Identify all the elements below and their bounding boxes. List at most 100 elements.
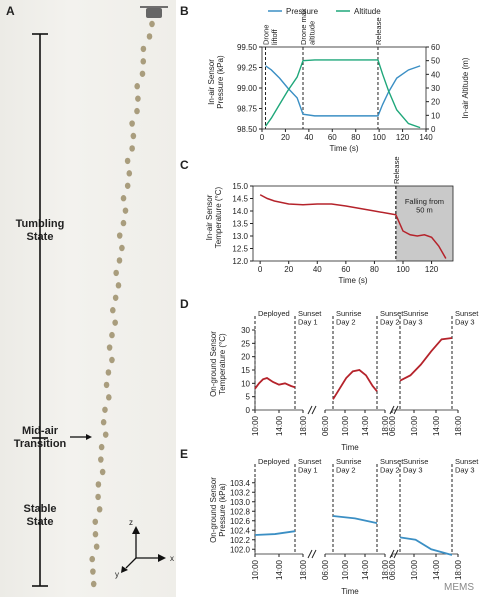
event-label: Deployed — [258, 309, 290, 318]
y-axis-line — [125, 557, 137, 569]
x-tick-label: 0 — [258, 265, 263, 274]
falling-sensor-dot — [139, 70, 146, 77]
drone-icon — [146, 8, 162, 18]
watermark-text: MEMS — [444, 582, 474, 593]
drone-drop-photo — [0, 0, 176, 597]
y-tick-label: 5 — [246, 393, 251, 402]
y-axis-title: On-ground SensorPressure (kPa) — [209, 477, 227, 543]
panel-letter-a: A — [6, 4, 15, 18]
event-label: Sunset Day 1 — [298, 309, 322, 326]
event-label: Drone maxaltitude — [299, 8, 316, 45]
y2-tick-label: 0 — [431, 125, 436, 134]
falling-sensor-dot — [99, 468, 106, 476]
y-tick-label: 20 — [241, 353, 250, 362]
y-axis-title: On-ground SensorTemperature (°C) — [209, 331, 227, 397]
x-tick-label: 10:00 — [341, 559, 350, 580]
falling-sensor-dot — [129, 120, 135, 127]
falling-sensor-dot — [146, 33, 153, 40]
y-tick-label: 15 — [241, 366, 250, 375]
x-axis-title: Time (s) — [329, 144, 358, 153]
x-tick-label: 14:00 — [432, 415, 441, 436]
falling-sensor-dot — [100, 419, 107, 426]
x-tick-label: 14:00 — [432, 559, 441, 580]
falling-sensor-dot — [140, 58, 147, 65]
falling-sensor-dot — [120, 195, 127, 202]
event-label: Sunrise Day 2 — [336, 457, 361, 474]
x-tick-label: 18:00 — [381, 415, 390, 436]
y-tick-label: 12.0 — [232, 257, 248, 266]
x-tick-label: 120 — [396, 133, 410, 142]
x-tick-label: 40 — [304, 133, 313, 142]
y-tick-label: 102.6 — [230, 517, 251, 526]
panel-letter-c: C — [180, 158, 189, 172]
event-label: Sunset Day 3 — [455, 309, 479, 326]
x-axis-title: Time — [341, 443, 359, 452]
falling-sensor-dot — [122, 207, 129, 214]
y-tick-label: 102.0 — [230, 545, 251, 554]
y-tick-label: 25 — [241, 339, 250, 348]
event-label: Sunrise Day 3 — [403, 309, 428, 326]
event-label: Sunset Day 1 — [298, 457, 322, 474]
axis-break — [311, 549, 317, 559]
falling-sensor-dot — [124, 157, 131, 165]
x-tick-label: 10:00 — [410, 559, 419, 580]
x-tick-label: 10:00 — [341, 415, 350, 436]
event-label: Deployed — [258, 457, 290, 466]
x-axis-head — [158, 554, 166, 562]
pressure-line — [265, 65, 421, 117]
altitude-line — [264, 59, 421, 129]
panel-e-series-line — [254, 530, 296, 536]
x-tick-label: 10:00 — [410, 415, 419, 436]
legend-pressure-label: Pressure — [286, 7, 319, 16]
y-tick-label: 30 — [241, 326, 250, 335]
y-tick-label: 14.5 — [232, 195, 248, 204]
x-tick-label: 18:00 — [299, 559, 308, 580]
y2-tick-label: 30 — [431, 84, 440, 93]
falling-sensor-dot — [96, 506, 103, 513]
y-tick-label: 103.2 — [230, 488, 251, 497]
y-tick-label: 98.50 — [237, 125, 258, 134]
y-tick-label: 13.5 — [232, 220, 248, 229]
x-tick-label: 10:00 — [251, 415, 260, 436]
falling-sensor-dot — [95, 493, 101, 501]
x-tick-label: 14:00 — [275, 559, 284, 580]
falling-sensor-dot — [102, 406, 108, 413]
falling-sensor-dot — [129, 145, 135, 152]
event-label: Sunrise Day 3 — [403, 457, 428, 474]
x-tick-label: 40 — [313, 265, 322, 274]
y-tick-label: 99.50 — [237, 43, 258, 52]
y-tick-label: 103.4 — [230, 479, 251, 488]
y-tick-label: 102.8 — [230, 507, 251, 516]
event-label: Sunset Day 2 — [380, 457, 404, 474]
falling-sensor-dot — [113, 269, 119, 277]
y2-tick-label: 60 — [431, 43, 440, 52]
panel-d-series-line — [332, 369, 378, 400]
x-tick-label: 80 — [351, 133, 360, 142]
y2-axis-title: In-air Altitude (m) — [461, 57, 470, 118]
falling-sensor-dot — [130, 132, 137, 140]
x-tick-label: 18:00 — [299, 415, 308, 436]
y-tick-label: 102.4 — [230, 526, 251, 535]
x-tick-label: 06:00 — [388, 559, 397, 580]
falling-sensor-dot — [124, 182, 131, 189]
y-tick-label: 99.25 — [237, 64, 258, 73]
falling-sensor-dot — [98, 456, 104, 463]
falling-sensor-dot — [134, 107, 140, 115]
falling-sensor-dot — [110, 307, 116, 314]
y-tick-label: 14.0 — [232, 207, 248, 216]
x-tick-label: 80 — [370, 265, 379, 274]
panel-d-series-line — [399, 337, 453, 382]
axis-y-label: y — [115, 570, 119, 579]
falling-sensor-dot — [106, 394, 112, 401]
panel-letter-b: B — [180, 4, 189, 18]
falling-sensor-dot — [103, 381, 110, 389]
x-tick-label: 100 — [396, 265, 410, 274]
x-tick-label: 10:00 — [251, 559, 260, 580]
falling-sensor-dot — [109, 356, 115, 364]
axis-break — [307, 549, 313, 559]
z-axis-head — [132, 526, 140, 534]
x-tick-label: 140 — [419, 133, 433, 142]
y-axis-head — [121, 566, 128, 573]
y-tick-label: 99.00 — [237, 84, 258, 93]
